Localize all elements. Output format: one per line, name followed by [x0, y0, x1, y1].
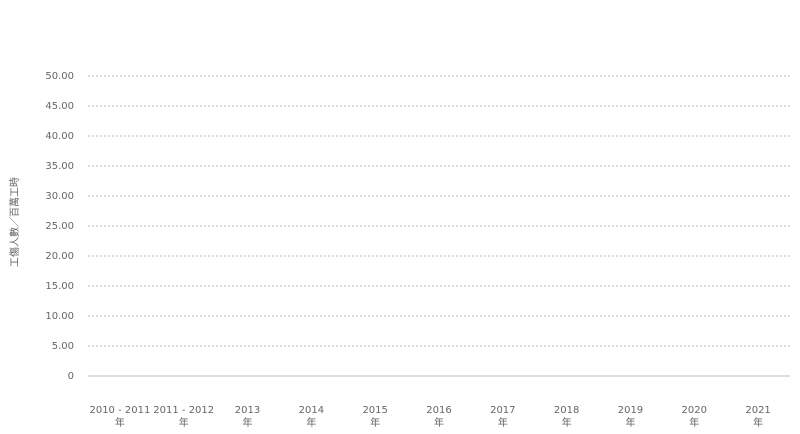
y-tick-label: 25.00 — [45, 221, 74, 232]
y-tick-label: 30.00 — [45, 191, 74, 202]
y-tick-label: 40.00 — [45, 131, 74, 142]
x-tick-label: 2016 年 — [426, 405, 452, 429]
y-tick-label: 15.00 — [45, 281, 74, 292]
y-tick-label: 0 — [68, 371, 74, 382]
y-tick-label: 35.00 — [45, 161, 74, 172]
x-tick-label: 2011 - 2012 年 — [153, 405, 215, 429]
x-tick-label: 2020 年 — [681, 405, 707, 429]
x-tick-label: 2021 年 — [745, 405, 771, 429]
y-axis-label: 工傷人數／百萬工時 — [8, 177, 21, 267]
y-tick-label: 5.00 — [52, 341, 74, 352]
y-tick-label: 10.00 — [45, 311, 74, 322]
y-tick-label: 50.00 — [45, 71, 74, 82]
x-tick-label: 2013 年 — [234, 405, 261, 429]
x-tick-label: 2015 年 — [362, 405, 388, 429]
x-tick-label: 2019 年 — [617, 405, 644, 429]
x-tick-label: 2017 年 — [490, 405, 516, 429]
x-tick-label: 2014 年 — [298, 405, 325, 429]
y-tick-label: 45.00 — [45, 101, 74, 112]
x-tick-label: 2018 年 — [553, 405, 580, 429]
x-tick-label: 2010 - 2011 年 — [89, 405, 151, 429]
y-tick-label: 20.00 — [45, 251, 74, 262]
